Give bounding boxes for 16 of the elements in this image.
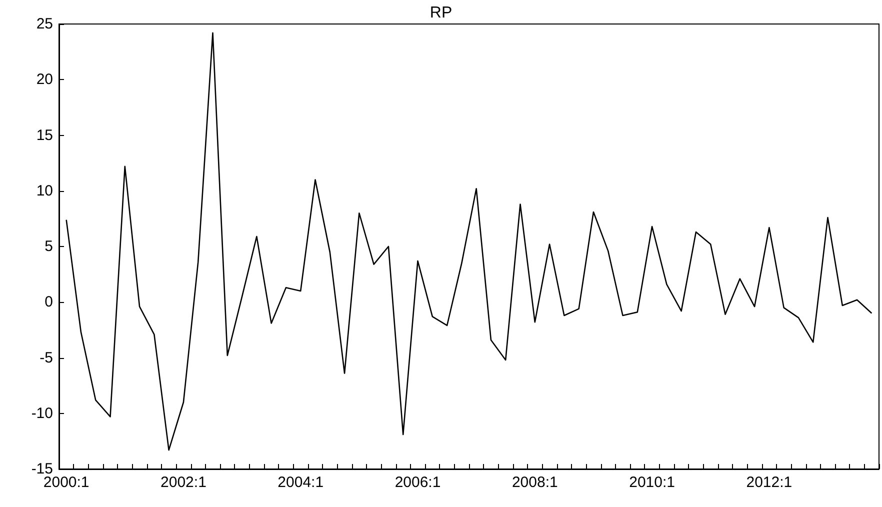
x-tick-label: 2002:1 [160, 474, 206, 491]
x-tick-label: 2008:1 [512, 474, 558, 491]
chart-title: RP [430, 4, 452, 22]
y-tick-label: 15 [36, 126, 53, 144]
x-tick-label: 2012:1 [746, 474, 792, 491]
x-tick-label: 2010:1 [629, 474, 675, 491]
y-tick-label: -5 [40, 349, 53, 366]
y-tick-label: 25 [36, 16, 53, 32]
y-tick-label: -10 [31, 404, 53, 422]
y-tick-label: 0 [44, 294, 53, 311]
y-tick-label: 5 [44, 238, 53, 255]
y-tick-label: 20 [36, 71, 53, 88]
y-tick-label: 10 [36, 182, 53, 200]
x-tick-label: 2006:1 [394, 474, 441, 491]
x-tick-label: 2004:1 [278, 474, 324, 491]
line-series [66, 32, 872, 451]
